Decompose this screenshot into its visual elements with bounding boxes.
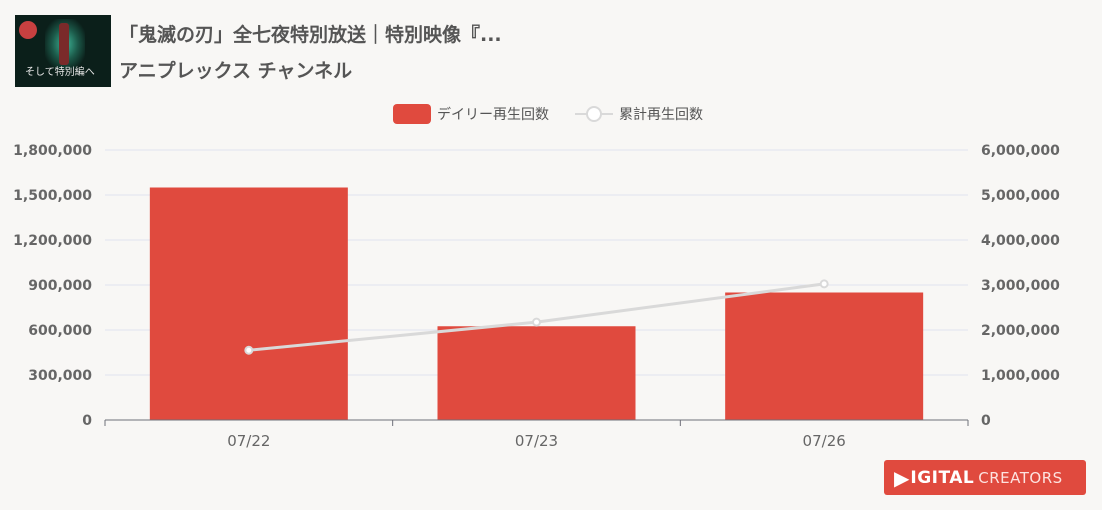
y-right-tick-label: 5,000,000 [981,188,1060,204]
y-right-tick-label: 2,000,000 [981,323,1060,339]
logo-d-icon: ▶ [894,465,910,490]
y-left-tick-label: 900,000 [28,278,92,294]
legend-line-swatch [575,104,613,124]
bar-daily [437,326,636,420]
legend-daily-label: デイリー再生回数 [437,107,549,123]
y-right-tick-label: 0 [981,413,991,429]
thumbnail-caption: そして特別編へ [25,67,95,78]
chart-axes [104,419,969,426]
video-thumbnail[interactable]: そして特別編へ [15,15,111,87]
point-cumulative [244,345,254,355]
logo-text-sub: CREATORS [978,468,1063,487]
thumbnail-logo-icon [19,21,37,39]
legend-bar-swatch [393,104,431,124]
video-title[interactable]: 「鬼滅の刃」全七夜特別放送｜特別映像『... [119,24,502,46]
y-left-tick-label: 300,000 [28,368,92,384]
thumbnail-figure [59,23,69,65]
y-right-tick-label: 1,000,000 [981,368,1060,384]
chart-legend: デイリー再生回数 累計再生回数 [0,103,1102,125]
legend-cumulative-label: 累計再生回数 [619,107,703,123]
y-right-tick-label: 3,000,000 [981,278,1060,294]
legend-item-daily[interactable]: デイリー再生回数 [393,103,549,125]
x-tick-label: 07/26 [803,432,846,450]
legend-item-cumulative[interactable]: 累計再生回数 [575,103,703,125]
logo-text-main: IGITAL [910,467,975,488]
y-right-tick-label: 6,000,000 [981,143,1060,159]
channel-name[interactable]: アニプレックス チャンネル [119,60,353,82]
chart-ticks: 0 0 300,000 1,000,000 600,000 2,000,000 900,00… [13,143,1060,450]
chart-line [244,279,829,355]
x-tick-label: 07/23 [515,432,558,450]
digital-creators-logo: ▶ IGITAL CREATORS [884,460,1086,495]
y-right-tick-label: 4,000,000 [981,233,1060,249]
chart-bars [149,187,924,420]
bar-daily [149,187,348,420]
point-cumulative [532,317,541,327]
y-left-tick-label: 0 [82,413,92,429]
y-left-tick-label: 1,200,000 [13,233,92,249]
y-left-tick-label: 1,800,000 [13,143,92,159]
y-left-tick-label: 600,000 [28,323,92,339]
y-left-tick-label: 1,500,000 [13,188,92,204]
point-cumulative [819,279,829,289]
x-tick-label: 07/22 [227,432,270,450]
bar-daily [725,292,924,420]
